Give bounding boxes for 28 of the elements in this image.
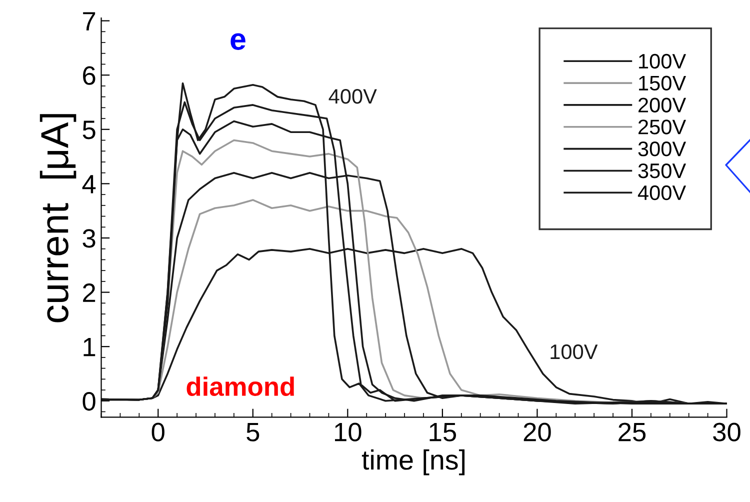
legend-label: 300V <box>638 142 686 156</box>
legend-label: 350V <box>638 163 686 178</box>
x-tick-label: 25 <box>618 422 646 442</box>
x-tick-label: 5 <box>246 422 260 442</box>
legend-label: 200V <box>638 98 686 112</box>
annotation: 100V <box>550 344 598 360</box>
x-tick-label: 15 <box>430 422 456 442</box>
annotation: diamond <box>186 376 294 396</box>
y-tick-label: 1 <box>84 338 96 356</box>
x-tick-label: 30 <box>713 422 740 442</box>
y-tick-label: 3 <box>82 229 96 248</box>
y-tick-label: 4 <box>82 175 96 194</box>
y-tick-label: 6 <box>83 66 96 85</box>
y-tick-label: 7 <box>83 12 96 30</box>
y-axis-title: current [μA] <box>40 114 76 322</box>
annotation: e <box>230 33 246 50</box>
x-tick-label: 10 <box>334 422 362 442</box>
annotation: 400V <box>328 88 377 104</box>
legend-label: 250V <box>638 120 686 134</box>
x-tick-label: 0 <box>152 422 164 442</box>
y-tick-label: 2 <box>83 283 96 302</box>
y-tick-label: 5 <box>82 120 96 140</box>
x-tick-label: 20 <box>524 422 551 442</box>
y-tick-label: 0 <box>82 392 96 411</box>
legend-label: 150V <box>639 76 686 91</box>
legend-label: 100V <box>639 54 686 69</box>
x-axis-title: time [ns] <box>362 449 465 476</box>
legend-label: 400V <box>638 185 686 200</box>
